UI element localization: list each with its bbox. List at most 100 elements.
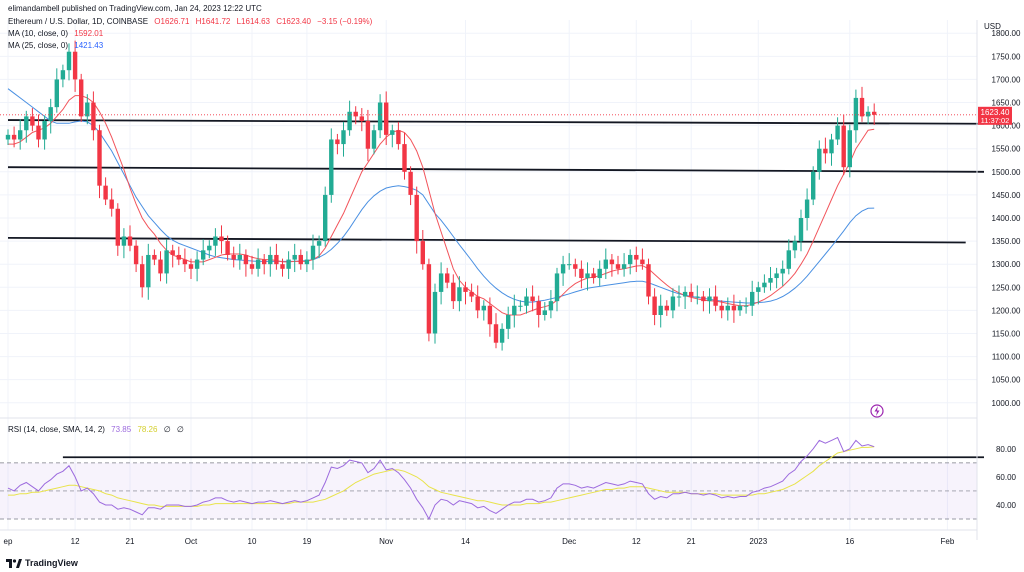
candle-body[interactable] [329, 139, 334, 195]
candle-body[interactable] [262, 259, 267, 265]
candle-body[interactable] [524, 296, 529, 306]
rsi-legend[interactable]: RSI (14, close, SMA, 14, 2) 73.85 78.26 … [8, 425, 184, 435]
candle-body[interactable] [420, 241, 425, 265]
candle-body[interactable] [54, 79, 59, 108]
candle-body[interactable] [591, 273, 596, 279]
candle-body[interactable] [615, 264, 621, 269]
candle-body[interactable] [560, 264, 566, 274]
candle-body[interactable] [11, 134, 17, 140]
candle-body[interactable] [152, 254, 157, 260]
candle-body[interactable] [237, 254, 242, 260]
horizontal-level-line[interactable] [7, 119, 985, 125]
candle-body[interactable] [402, 144, 407, 172]
candle-body[interactable] [48, 107, 53, 121]
candle-body[interactable] [60, 70, 66, 80]
ma10-legend[interactable]: MA (10, close, 0) 1592.01 [8, 29, 103, 39]
candle-body[interactable] [115, 208, 120, 246]
candle-body[interactable] [103, 185, 108, 200]
candle-body[interactable] [225, 241, 230, 255]
candle-body[interactable] [371, 130, 377, 149]
candle-body[interactable] [207, 245, 212, 251]
candle-body[interactable] [542, 310, 547, 315]
candle-body[interactable] [463, 287, 468, 292]
candle-body[interactable] [750, 291, 755, 306]
candle-body[interactable] [499, 328, 505, 343]
candle-body[interactable] [506, 315, 511, 329]
candle-body[interactable] [194, 259, 200, 269]
candle-body[interactable] [530, 296, 535, 302]
candle-body[interactable] [109, 199, 114, 209]
candle-body[interactable] [85, 102, 90, 117]
ma25-legend[interactable]: MA (25, close, 0) 1421.43 [8, 41, 103, 51]
candle-body[interactable] [457, 287, 462, 302]
candle-body[interactable] [475, 296, 480, 311]
candle-body[interactable] [609, 259, 615, 265]
candle-body[interactable] [384, 102, 389, 135]
candle-body[interactable] [188, 264, 194, 269]
candle-body[interactable] [140, 264, 145, 288]
candle-body[interactable] [585, 273, 590, 279]
candle-body[interactable] [18, 130, 23, 140]
candle-body[interactable] [286, 259, 291, 269]
candle-body[interactable] [518, 305, 523, 307]
candle-body[interactable] [310, 245, 316, 260]
candle-body[interactable] [853, 97, 859, 131]
candle-body[interactable] [432, 291, 438, 334]
candle-body[interactable] [79, 79, 84, 117]
candle-body[interactable] [804, 199, 810, 218]
candle-body[interactable] [438, 273, 444, 292]
candle-body[interactable] [865, 111, 871, 117]
candle-body[interactable] [762, 282, 767, 288]
candle-body[interactable] [280, 264, 285, 269]
candle-body[interactable] [298, 254, 303, 265]
candle-body[interactable] [66, 51, 72, 71]
candle-body[interactable] [664, 305, 669, 311]
candle-body[interactable] [780, 268, 785, 274]
candle-body[interactable] [719, 305, 724, 311]
candle-body[interactable] [689, 291, 694, 297]
candle-body[interactable] [91, 102, 96, 131]
candle-body[interactable] [731, 305, 737, 311]
candle-body[interactable] [414, 194, 419, 242]
candle-body[interactable] [36, 125, 41, 140]
candle-body[interactable] [737, 305, 743, 311]
candle-body[interactable] [707, 296, 712, 302]
candle-body[interactable] [487, 305, 493, 325]
candle-body[interactable] [182, 259, 188, 265]
symbol-name[interactable]: Ethereum / U.S. Dollar, 1D, COINBASE [8, 17, 149, 26]
horizontal-level-line[interactable] [7, 236, 966, 244]
candle-body[interactable] [42, 121, 47, 140]
candle-body[interactable] [573, 264, 578, 269]
candle-body[interactable] [396, 130, 401, 145]
candle-body[interactable] [390, 130, 395, 135]
candle-body[interactable] [548, 301, 554, 311]
candle-body[interactable] [847, 130, 852, 168]
candle-body[interactable] [756, 287, 761, 292]
candle-body[interactable] [567, 264, 572, 266]
candle-body[interactable] [347, 111, 352, 131]
candle-body[interactable] [292, 254, 297, 260]
candle-body[interactable] [554, 273, 560, 302]
candle-body[interactable] [695, 296, 700, 298]
candle-body[interactable] [725, 305, 730, 311]
candle-body[interactable] [621, 264, 627, 269]
candle-body[interactable] [859, 97, 865, 117]
candle-body[interactable] [536, 301, 541, 315]
candle-body[interactable] [786, 250, 791, 269]
candle-body[interactable] [408, 171, 413, 195]
candle-body[interactable] [158, 259, 163, 274]
candle-body[interactable] [451, 282, 456, 302]
candle-body[interactable] [213, 236, 218, 246]
candle-body[interactable] [127, 236, 133, 246]
candle-body[interactable] [268, 254, 273, 265]
candle-body[interactable] [768, 278, 773, 283]
candle-body[interactable] [304, 259, 310, 265]
candle-body[interactable] [274, 254, 279, 265]
candle-body[interactable] [603, 259, 608, 269]
candle-body[interactable] [231, 254, 236, 260]
candles[interactable] [5, 40, 877, 351]
candle-body[interactable] [817, 148, 822, 172]
candle-body[interactable] [646, 264, 651, 297]
candle-body[interactable] [97, 130, 102, 186]
candle-body[interactable] [634, 254, 639, 260]
